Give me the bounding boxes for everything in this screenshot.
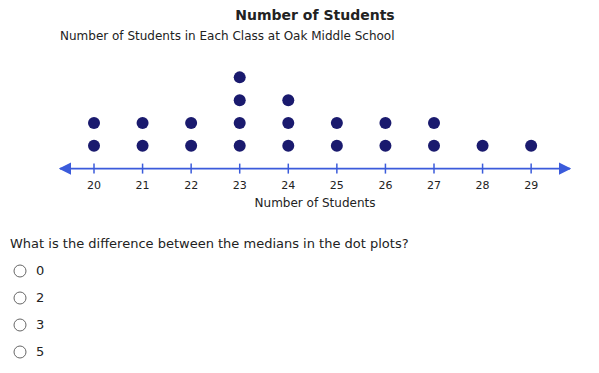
dot bbox=[234, 140, 246, 152]
dot bbox=[379, 140, 391, 152]
dot bbox=[234, 94, 246, 106]
tick-label: 21 bbox=[136, 179, 150, 192]
number-line bbox=[60, 168, 570, 170]
choice[interactable]: 5 bbox=[36, 344, 44, 359]
radio-button[interactable] bbox=[14, 319, 26, 331]
dot bbox=[282, 117, 294, 129]
tick bbox=[93, 164, 95, 174]
tick-label: 26 bbox=[378, 179, 392, 192]
dot bbox=[234, 71, 246, 83]
dot bbox=[282, 140, 294, 152]
dot bbox=[137, 117, 149, 129]
dot bbox=[88, 117, 100, 129]
radio-button[interactable] bbox=[14, 346, 26, 358]
chart: Number of Students Number of Students in … bbox=[0, 0, 599, 373]
radio-button[interactable] bbox=[14, 292, 26, 304]
tick bbox=[385, 164, 387, 174]
x-axis-label: Number of Students bbox=[255, 196, 376, 210]
dot bbox=[185, 117, 197, 129]
dots bbox=[88, 71, 537, 151]
tick bbox=[288, 164, 290, 174]
tick bbox=[190, 164, 192, 174]
tick-label: 25 bbox=[330, 179, 344, 192]
question: What is the difference between the media… bbox=[10, 236, 409, 251]
tick-label: 27 bbox=[427, 179, 441, 192]
dot bbox=[477, 140, 489, 152]
tick bbox=[142, 164, 144, 174]
tick-label: 28 bbox=[476, 179, 490, 192]
tick bbox=[433, 164, 435, 174]
choice[interactable]: 3 bbox=[36, 317, 44, 332]
title: Number of Students bbox=[235, 7, 394, 23]
dot bbox=[379, 117, 391, 129]
tick-label: 29 bbox=[524, 179, 538, 192]
tick-label: 23 bbox=[233, 179, 247, 192]
tick-label: 22 bbox=[184, 179, 198, 192]
tick bbox=[482, 164, 484, 174]
tick bbox=[336, 164, 338, 174]
subtitle: Number of Students in Each Class at Oak … bbox=[60, 29, 395, 43]
tick-label: 24 bbox=[281, 179, 295, 192]
tick bbox=[530, 164, 532, 174]
dot bbox=[282, 94, 294, 106]
dot bbox=[428, 140, 440, 152]
dot bbox=[525, 140, 537, 152]
choice[interactable]: 2 bbox=[36, 290, 44, 305]
dot bbox=[185, 140, 197, 152]
tick-label: 20 bbox=[87, 179, 101, 192]
dot bbox=[137, 140, 149, 152]
dot bbox=[234, 117, 246, 129]
dot bbox=[88, 140, 100, 152]
dot bbox=[331, 117, 343, 129]
dot bbox=[331, 140, 343, 152]
tick bbox=[239, 164, 241, 174]
choice[interactable]: 0 bbox=[36, 263, 44, 278]
radio-button[interactable] bbox=[14, 265, 26, 277]
dot bbox=[428, 117, 440, 129]
